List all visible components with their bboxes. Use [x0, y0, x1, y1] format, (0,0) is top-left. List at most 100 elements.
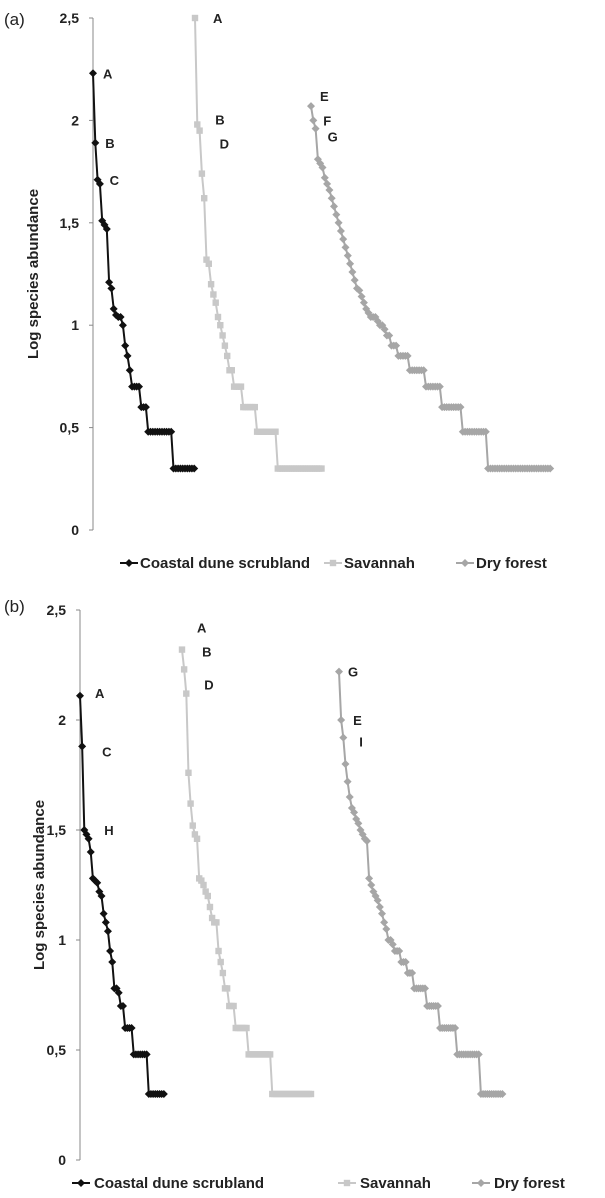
data-point — [339, 235, 348, 244]
annotation-label: H — [104, 823, 113, 838]
series-coastal-dune-scrubland — [76, 691, 168, 1098]
y-tick-label: 2 — [71, 112, 79, 128]
data-point — [78, 742, 87, 751]
data-point — [212, 299, 219, 306]
data-point — [108, 958, 117, 966]
series-line — [310, 105, 551, 470]
data-point — [228, 367, 235, 374]
series-savannah — [178, 646, 315, 1098]
legend: Coastal dune scrubland Savannah Dry forest — [120, 555, 547, 572]
annotation-label: B — [215, 112, 224, 127]
annotation-label: F — [323, 113, 331, 128]
legend-item: Coastal dune scrubland — [72, 1175, 264, 1192]
data-point — [210, 291, 217, 298]
data-point — [180, 666, 188, 673]
data-point — [498, 1090, 507, 1098]
y-tick-label: 1 — [71, 317, 79, 333]
data-point — [141, 403, 150, 412]
data-point — [320, 173, 329, 182]
series-coastal-dune-scrubland — [89, 69, 199, 473]
panel-label: (a) — [4, 10, 25, 29]
data-point — [107, 284, 116, 293]
data-point — [367, 881, 376, 889]
data-point — [354, 819, 363, 828]
data-point — [189, 822, 196, 829]
y-tick-label: 0 — [71, 522, 79, 538]
annotation-label: G — [348, 665, 358, 680]
legend-marker — [125, 559, 133, 567]
data-point — [116, 313, 125, 322]
data-point — [348, 267, 357, 276]
data-point — [200, 881, 207, 889]
data-point — [191, 14, 199, 22]
data-point — [237, 383, 245, 390]
series-line — [79, 695, 164, 1095]
data-point — [224, 352, 231, 360]
data-point — [219, 969, 227, 977]
panel-a: (a) 0 0,5 1 1,5 2 2,5 Log species abundance A B C A… — [4, 10, 555, 572]
y-tick-label: 0,5 — [47, 1042, 67, 1058]
annotation-label: D — [220, 137, 229, 152]
data-point — [213, 919, 220, 926]
data-point — [219, 332, 226, 339]
annotation-label: D — [204, 678, 213, 693]
data-point — [375, 903, 384, 911]
data-point — [332, 210, 341, 219]
data-point — [105, 278, 114, 287]
legend-marker — [477, 1179, 485, 1187]
data-point — [191, 831, 199, 838]
series-line — [338, 671, 503, 1095]
data-point — [385, 331, 394, 340]
data-point — [91, 138, 100, 147]
data-point — [159, 1090, 168, 1098]
data-point — [318, 465, 325, 472]
annotation-label: C — [110, 173, 120, 188]
data-point — [408, 969, 417, 977]
data-point — [330, 202, 338, 211]
series-dry-forest — [307, 102, 555, 473]
data-point — [118, 321, 127, 330]
data-point — [373, 896, 382, 905]
data-point — [307, 102, 315, 111]
data-point — [337, 716, 346, 724]
annotation-label: A — [197, 621, 207, 636]
data-point — [106, 947, 115, 955]
y-tick-label: 1,5 — [47, 822, 67, 838]
data-point — [178, 646, 186, 653]
data-point — [97, 892, 106, 900]
data-point — [89, 69, 97, 78]
data-point — [401, 958, 410, 966]
panel-label: (b) — [4, 597, 25, 616]
annotation-label: C — [102, 744, 112, 759]
data-point — [357, 292, 366, 301]
y-tick-label: 0,5 — [60, 420, 80, 436]
legend-label: Savannah — [360, 1175, 431, 1192]
legend-label: Dry forest — [494, 1175, 565, 1192]
annotation-label: E — [320, 89, 329, 104]
data-point — [341, 760, 350, 768]
y-tick-label: 0 — [58, 1152, 66, 1168]
data-point — [194, 121, 201, 128]
data-point — [359, 298, 368, 307]
data-point — [323, 179, 332, 188]
legend-item: Savannah — [338, 1175, 431, 1192]
data-point — [421, 984, 429, 993]
data-point — [350, 808, 359, 817]
data-point — [127, 1024, 136, 1032]
annotation-label: B — [202, 644, 211, 659]
legend-label: Coastal dune scrubland — [140, 555, 310, 572]
data-point — [378, 909, 386, 918]
data-point — [336, 226, 345, 235]
data-point — [119, 1002, 127, 1010]
data-point — [204, 892, 211, 900]
annotation-label: E — [353, 713, 362, 728]
data-point — [307, 1090, 315, 1098]
data-point — [76, 691, 84, 700]
data-point — [345, 793, 354, 801]
legend-item: Coastal dune scrubland — [120, 555, 310, 572]
legend-marker — [343, 1179, 351, 1187]
legend-label: Coastal dune scrubland — [94, 1175, 264, 1192]
annotation-label: G — [328, 130, 338, 145]
data-point — [93, 878, 102, 887]
data-point — [221, 342, 229, 349]
